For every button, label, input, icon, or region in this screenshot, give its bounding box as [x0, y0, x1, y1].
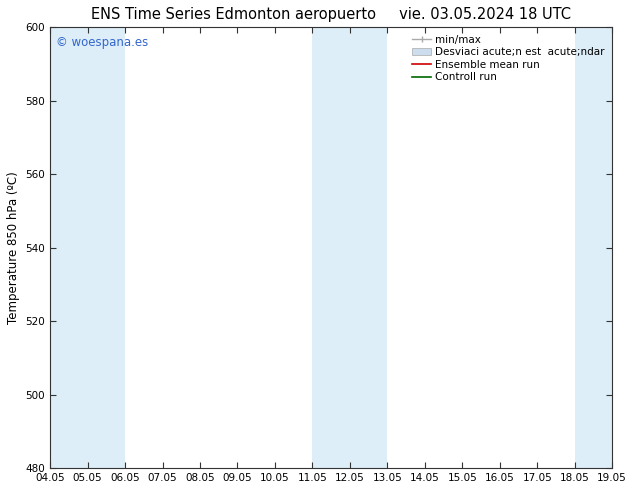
Title: ENS Time Series Edmonton aeropuerto     vie. 03.05.2024 18 UTC: ENS Time Series Edmonton aeropuerto vie.… — [91, 7, 571, 22]
Y-axis label: Temperature 850 hPa (ºC): Temperature 850 hPa (ºC) — [7, 172, 20, 324]
Bar — [50, 27, 125, 468]
Legend: min/max, Desviaci acute;n est  acute;ndar, Ensemble mean run, Controll run: min/max, Desviaci acute;n est acute;ndar… — [410, 32, 607, 84]
Bar — [574, 27, 612, 468]
Bar — [313, 27, 387, 468]
Text: © woespana.es: © woespana.es — [56, 36, 148, 49]
